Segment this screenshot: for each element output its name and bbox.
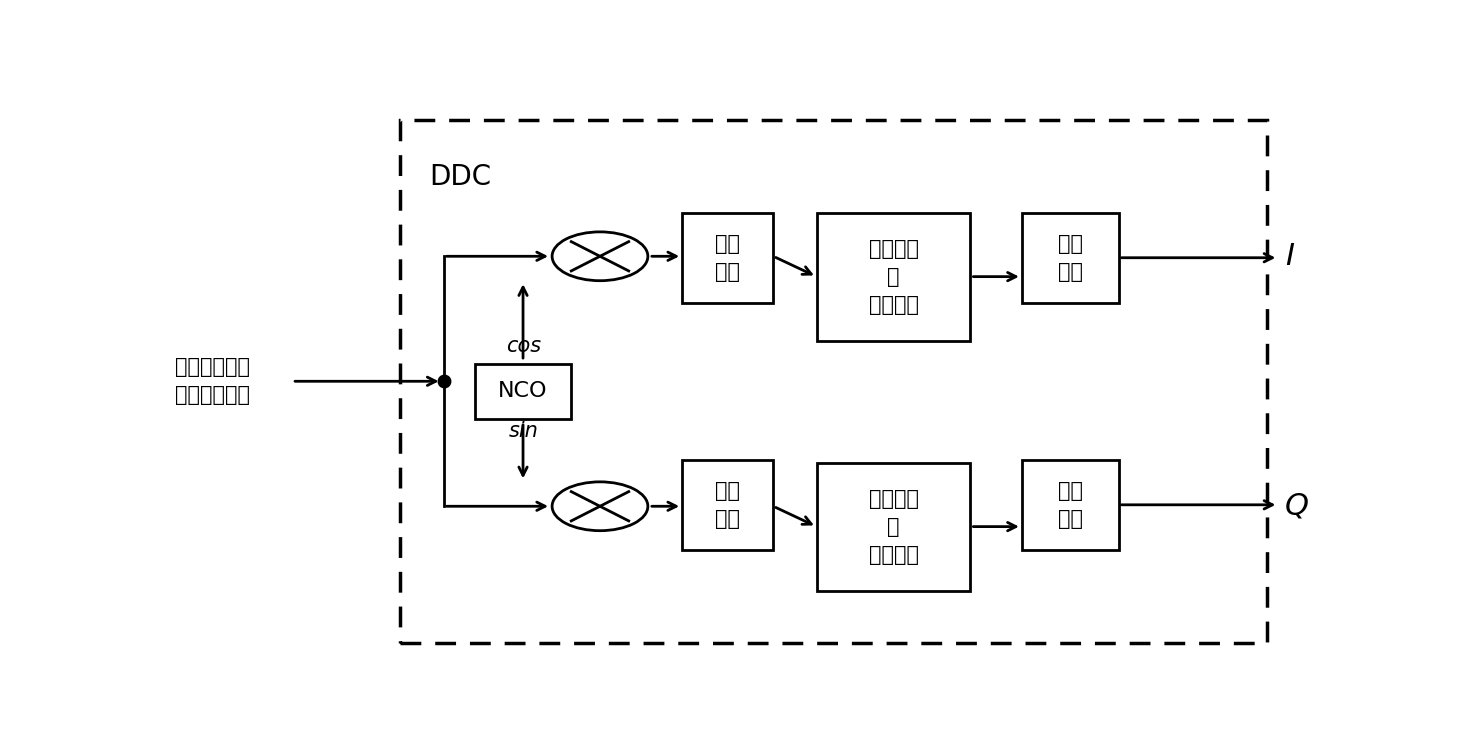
Text: I: I — [1286, 242, 1294, 271]
Circle shape — [552, 232, 647, 281]
Bar — [816, 463, 971, 590]
Text: 匹配
滤波: 匹配 滤波 — [1058, 481, 1083, 528]
Bar — [475, 364, 571, 419]
Text: 多级抽取
及
低通滤波: 多级抽取 及 低通滤波 — [868, 488, 918, 565]
Bar — [683, 460, 774, 550]
Bar — [683, 213, 774, 303]
Text: sin: sin — [509, 421, 538, 441]
Circle shape — [552, 482, 647, 531]
Text: 低通
滤波: 低通 滤波 — [715, 481, 740, 528]
Bar — [816, 213, 971, 341]
Text: 匹配
滤波: 匹配 滤波 — [1058, 234, 1083, 282]
Text: cos: cos — [506, 337, 541, 356]
Bar — [1022, 460, 1118, 550]
Bar — [400, 119, 1267, 643]
Text: 带通采样后数
字中频信号入: 带通采样后数 字中频信号入 — [175, 357, 250, 405]
Text: 多级抽取
及
低通滤波: 多级抽取 及 低通滤波 — [868, 239, 918, 315]
Text: NCO: NCO — [499, 381, 547, 402]
Text: 低通
滤波: 低通 滤波 — [715, 234, 740, 282]
Text: DDC: DDC — [430, 163, 491, 191]
Bar — [1022, 213, 1118, 303]
Text: Q: Q — [1286, 492, 1309, 521]
